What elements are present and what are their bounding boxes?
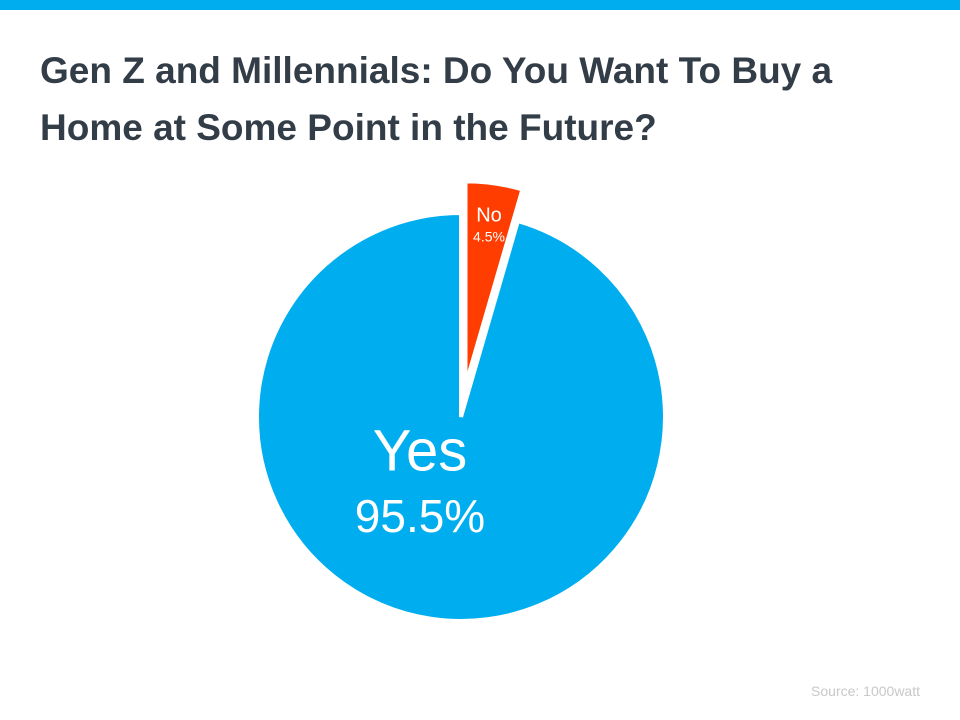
pie-slice bbox=[255, 210, 667, 623]
chart-title: Gen Z and Millennials: Do You Want To Bu… bbox=[40, 50, 833, 148]
slice-label: No bbox=[476, 204, 502, 226]
top-bar bbox=[0, 0, 960, 10]
value-label: 4.5% bbox=[473, 229, 505, 245]
source: Source: 1000watt bbox=[811, 683, 920, 699]
slice-label: Yes bbox=[373, 418, 468, 483]
pie-slice bbox=[463, 179, 525, 386]
value-label: 95.5% bbox=[355, 490, 485, 542]
